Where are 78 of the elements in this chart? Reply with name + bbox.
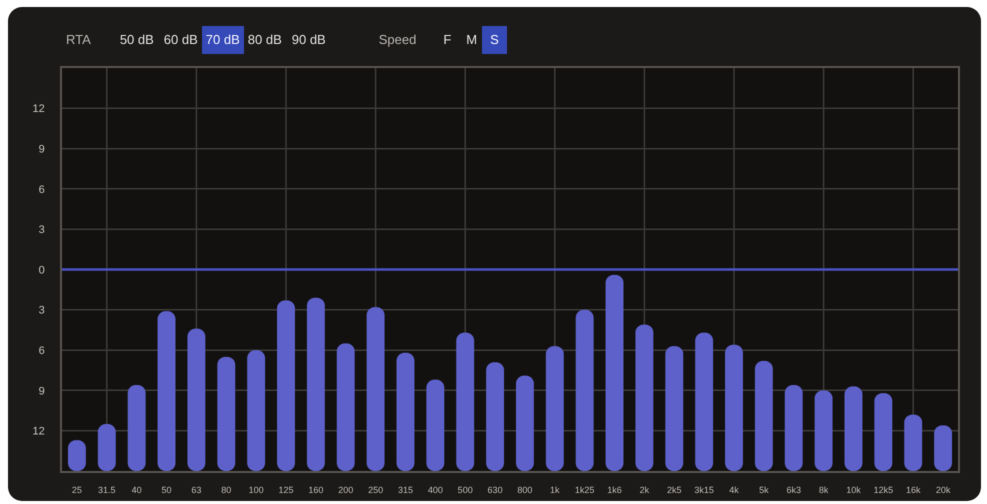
- text: 80 dB: [246, 31, 283, 49]
- bar: [306, 298, 325, 471]
- x-tick-label: 10k: [846, 484, 862, 495]
- bar: [128, 385, 146, 471]
- x-tick-label: 160: [308, 484, 324, 495]
- y-tick-label: 6: [38, 184, 45, 196]
- text: F: [442, 31, 452, 49]
- x-tick-label: 50: [162, 484, 172, 495]
- x-tick-label: 12k5: [874, 484, 894, 495]
- x-tick-label: 250: [368, 484, 384, 495]
- x-tick-label: 125: [278, 484, 294, 495]
- x-tick-label: 3k15: [694, 484, 714, 495]
- text: M: [465, 31, 478, 49]
- x-tick-label: 5k: [759, 484, 770, 495]
- bar: [187, 328, 206, 471]
- y-tick-label: 3: [38, 224, 45, 236]
- x-tick-label: 200: [338, 484, 354, 495]
- x-tick-label: 6k3: [786, 484, 801, 495]
- x-tick-label: 630: [488, 484, 503, 495]
- x-tick-label: 20k: [936, 484, 951, 495]
- bar: [814, 390, 833, 471]
- bar: [486, 362, 504, 471]
- bar: [904, 414, 922, 471]
- text: 90 dB: [290, 31, 327, 49]
- x-tick-label: 500: [458, 484, 473, 495]
- x-tick-label: 25: [72, 484, 82, 495]
- text: S: [482, 26, 507, 54]
- bar: [217, 356, 236, 471]
- x-tick-label: 63: [191, 484, 202, 495]
- bar: [456, 332, 474, 471]
- bar: [516, 376, 534, 471]
- bar: [725, 344, 743, 471]
- y-tick-label: 12: [32, 426, 45, 438]
- x-tick-label: 1k6: [607, 484, 622, 495]
- bar: [695, 332, 714, 471]
- bar: [934, 425, 952, 471]
- x-tick-label: 8k: [818, 484, 829, 495]
- y-tick-label: 0: [38, 264, 45, 276]
- bar: [158, 311, 176, 471]
- x-tick-label: 800: [517, 484, 532, 495]
- text: 70 dB: [202, 26, 244, 54]
- bar: [247, 350, 266, 471]
- x-tick-label: 4k: [729, 484, 740, 495]
- bar: [576, 310, 594, 471]
- text: 50 dB: [118, 31, 155, 49]
- bar: [426, 380, 444, 471]
- text: Speed: [378, 31, 418, 49]
- x-tick-label: 315: [398, 484, 413, 495]
- y-tick-label: 12: [32, 103, 45, 116]
- x-tick-label: 400: [428, 484, 443, 495]
- y-tick-label: 9: [38, 143, 45, 156]
- bar: [874, 393, 892, 471]
- bar: [784, 385, 803, 471]
- y-tick-label: 3: [38, 304, 45, 317]
- x-tick-label: 100: [248, 484, 264, 495]
- y-tick-label: 9: [38, 385, 45, 398]
- y-tick-label: 6: [38, 344, 45, 357]
- bar: [396, 352, 414, 471]
- x-tick-label: 80: [221, 484, 232, 495]
- text: 60 dB: [162, 31, 199, 49]
- bar: [665, 346, 684, 471]
- text: RTA: [65, 31, 92, 49]
- bar: [277, 300, 295, 471]
- bar: [635, 324, 654, 471]
- bar: [844, 386, 862, 471]
- x-tick-label: 1k25: [574, 484, 594, 495]
- x-tick-label: 16k: [906, 484, 921, 495]
- x-tick-label: 2k5: [667, 484, 682, 495]
- bar: [606, 274, 624, 471]
- bar: [546, 346, 564, 471]
- x-tick-label: 1k: [550, 484, 560, 495]
- x-tick-label: 2k: [640, 484, 650, 495]
- bar: [98, 424, 116, 471]
- bar: [754, 360, 773, 471]
- bar: [336, 343, 355, 471]
- x-tick-label: 40: [132, 484, 142, 495]
- bar: [366, 307, 385, 471]
- x-tick-label: 31.5: [98, 484, 116, 495]
